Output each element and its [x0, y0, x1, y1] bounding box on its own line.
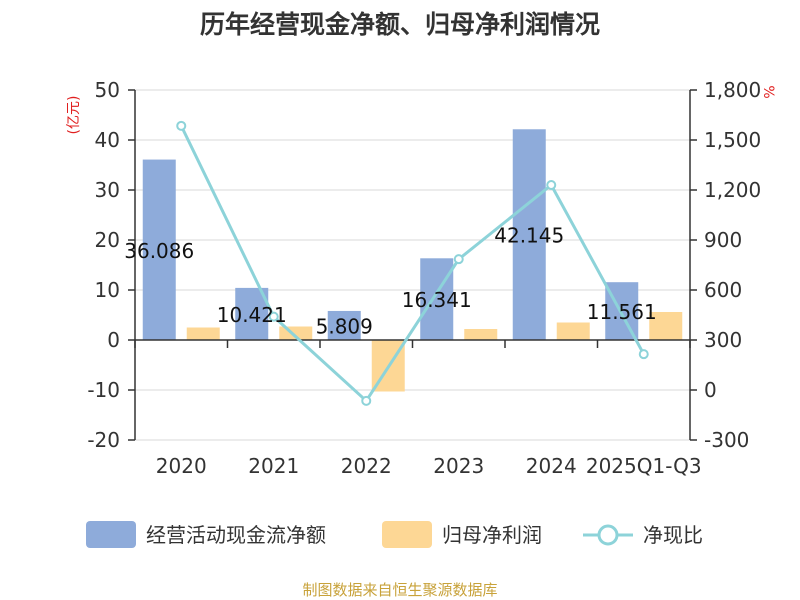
cash-ratio-point [361, 395, 372, 406]
category-label: 2024 [526, 454, 577, 478]
left-axis-tick-label: 50 [95, 78, 120, 102]
cash-flow-data-label: 5.809 [316, 314, 373, 338]
category-label: 2025Q1-Q3 [586, 454, 702, 478]
category-label: 2023 [433, 454, 484, 478]
legend-label-operating-cash-flow: 经营活动现金流净额 [146, 523, 326, 547]
data-source-note: 制图数据来自恒生聚源数据库 [302, 581, 497, 599]
legend-swatch-net-profit [382, 521, 432, 548]
cash-flow-data-label: 11.561 [587, 300, 657, 324]
cash-ratio-line [179, 125, 646, 404]
legend: 经营活动现金流净额 归母净利润 净现比 [86, 521, 703, 548]
legend-swatch-operating-cash-flow [86, 521, 136, 548]
net-profit-bar [464, 329, 498, 340]
category-label: 2021 [248, 454, 299, 478]
legend-item-net-profit[interactable]: 归母净利润 [382, 521, 542, 548]
left-axis-tick-label: -20 [87, 428, 120, 452]
right-axis-tick-label: 1,500 [704, 128, 761, 152]
cash-flow-data-label: 36.086 [124, 239, 194, 263]
cash-ratio-point [546, 180, 557, 190]
cash-flow-bar [327, 310, 361, 340]
cash-ratio-point [176, 120, 187, 131]
chart-title: 历年经营现金净额、归母净利润情况 [200, 10, 600, 39]
right-axis-tick-label: 1,800 [704, 78, 761, 102]
ratio-line [176, 120, 649, 406]
cash-ratio-point [453, 254, 464, 265]
grid-lines [135, 89, 690, 441]
legend-label-net-profit: 归母净利润 [442, 523, 542, 547]
cash-flow-bar [142, 159, 176, 340]
data-labels: 36.086 10.421 5.809 16.341 42.145 11.561 [124, 224, 656, 339]
right-axis-tick-label: 600 [704, 278, 742, 302]
left-axis-tick-label: -10 [87, 378, 120, 402]
left-axis-tick-label: 30 [95, 178, 120, 202]
cash-flow-bar [512, 129, 546, 340]
cash-flow-data-label: 10.421 [217, 303, 287, 327]
legend-item-operating-cash-flow[interactable]: 经营活动现金流净额 [86, 521, 326, 548]
axes: 50 40 30 20 10 0 -10 -20 1,800 1,500 1,200 900 600 30… [87, 78, 761, 478]
legend-marker-cash-ratio [597, 524, 619, 546]
left-axis-unit: (亿元) [66, 96, 82, 135]
net-profit-bar [556, 322, 590, 340]
cash-ratio-point [638, 349, 649, 360]
right-axis-tick-label: 0 [704, 378, 717, 402]
legend-item-cash-ratio[interactable]: 净现比 [583, 523, 703, 547]
category-label: 2020 [156, 454, 207, 478]
left-axis-tick-label: 10 [95, 278, 120, 302]
right-axis-tick-label: 900 [704, 228, 742, 252]
cash-flow-data-label: 42.145 [494, 224, 564, 248]
legend-label-cash-ratio: 净现比 [643, 523, 703, 547]
right-axis-tick-label: 1,200 [704, 178, 761, 202]
right-axis-tick-label: 300 [704, 328, 742, 352]
category-label: 2022 [341, 454, 392, 478]
right-axis-unit: % [760, 85, 776, 98]
net-profit-bar [186, 327, 220, 340]
cash-flow-bar [420, 258, 454, 340]
cash-flow-data-label: 16.341 [402, 288, 472, 312]
net-profit-bar [649, 312, 683, 340]
left-axis-tick-label: 20 [95, 228, 120, 252]
left-axis-tick-label: 40 [95, 128, 120, 152]
right-axis-tick-label: -300 [704, 428, 749, 452]
cash-ratio-point [268, 311, 279, 322]
left-axis-tick-label: 0 [107, 328, 120, 352]
bars [142, 129, 683, 392]
